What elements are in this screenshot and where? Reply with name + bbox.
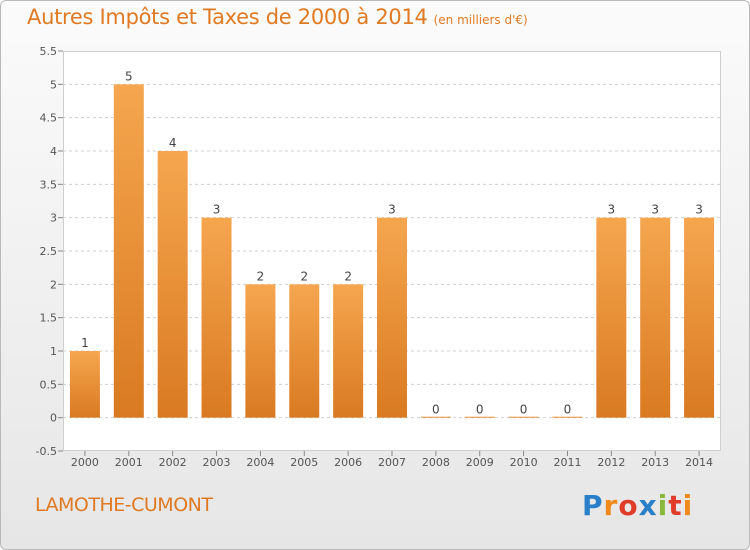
data-label: 3 — [213, 203, 221, 217]
data-label: 5 — [125, 69, 133, 83]
data-label: 0 — [520, 403, 528, 417]
y-tick-label: 3 — [50, 212, 57, 225]
bar — [157, 151, 188, 418]
x-tick-label: 2012 — [597, 456, 625, 469]
y-tick-label: 5 — [50, 78, 57, 91]
x-tick-label: 2008 — [422, 456, 450, 469]
y-tick-label: 5.5 — [40, 45, 58, 58]
bar — [245, 284, 276, 418]
y-tick-label: -0.5 — [36, 445, 57, 458]
data-label: 0 — [564, 403, 572, 417]
y-tick-label: 1.5 — [40, 312, 58, 325]
bar — [289, 284, 320, 418]
y-tick-label: 4 — [50, 145, 57, 158]
y-tick-label: 2 — [50, 278, 57, 291]
chart-title-unit: (en milliers d'€) — [433, 13, 528, 27]
chart-title: Autres Impôts et Taxes de 2000 à 2014 (en… — [27, 5, 528, 29]
y-tick-label: 1 — [50, 345, 57, 358]
bar — [552, 416, 583, 418]
y-tick-label: 0 — [50, 412, 57, 425]
data-label: 1 — [81, 336, 89, 350]
y-tick-label: 2.5 — [40, 245, 58, 258]
data-label: 3 — [695, 203, 703, 217]
data-label: 2 — [257, 269, 265, 283]
bar — [640, 217, 671, 418]
x-tick-label: 2000 — [71, 456, 99, 469]
data-label: 3 — [388, 203, 396, 217]
x-tick-label: 2001 — [115, 456, 143, 469]
y-tick-label: 0.5 — [40, 378, 58, 391]
x-tick-label: 2005 — [290, 456, 318, 469]
bar — [201, 217, 232, 418]
bar — [508, 416, 539, 418]
data-label: 3 — [608, 203, 616, 217]
x-tick-label: 2006 — [334, 456, 362, 469]
bar — [333, 284, 364, 418]
bar — [464, 416, 495, 418]
bar — [596, 217, 627, 418]
x-tick-label: 2002 — [159, 456, 187, 469]
bar — [113, 84, 144, 418]
data-label: 2 — [300, 269, 308, 283]
bar — [69, 351, 100, 418]
commune-name: LAMOTHE-CUMONT — [35, 494, 213, 516]
x-tick-label: 2011 — [553, 456, 581, 469]
y-tick-label: 4.5 — [40, 112, 58, 125]
data-label: 2 — [344, 269, 352, 283]
proxiti-logo: Proxiti — [582, 489, 694, 522]
data-label: 0 — [432, 403, 440, 417]
x-tick-label: 2004 — [246, 456, 274, 469]
y-tick-label: 3.5 — [40, 178, 58, 191]
bar — [684, 217, 715, 418]
bar — [420, 416, 451, 418]
x-tick-label: 2013 — [641, 456, 669, 469]
x-tick-label: 2003 — [203, 456, 231, 469]
x-tick-label: 2007 — [378, 456, 406, 469]
data-label: 3 — [651, 203, 659, 217]
x-tick-label: 2009 — [466, 456, 494, 469]
x-tick-label: 2010 — [510, 456, 538, 469]
chart-title-main: Autres Impôts et Taxes de 2000 à 2014 — [27, 5, 428, 29]
x-tick-label: 2014 — [685, 456, 713, 469]
data-label: 0 — [476, 403, 484, 417]
data-label: 4 — [169, 136, 177, 150]
bar — [377, 217, 407, 418]
